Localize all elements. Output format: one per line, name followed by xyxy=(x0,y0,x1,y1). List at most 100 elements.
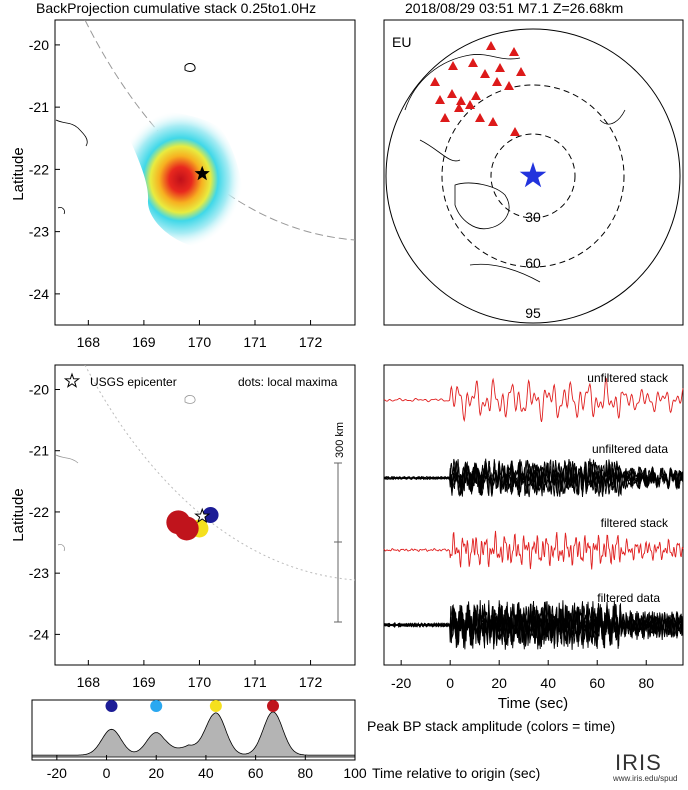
globe-outline xyxy=(385,28,681,324)
peak-xtick-label-3: 40 xyxy=(198,765,214,781)
traces-ticks: -20 0 20 40 60 80 xyxy=(391,660,654,691)
station-marker xyxy=(468,58,478,67)
trace-label-filtered-stack: filtered stack xyxy=(601,516,669,530)
iris-logo: IRIS www.iris.edu/spud xyxy=(612,750,677,783)
trace-lines xyxy=(383,377,684,650)
legend-star-icon xyxy=(63,372,81,388)
map-c-xtick-label-1: 169 xyxy=(132,674,156,690)
backprojection-map-panel: Latitude 168 169 170 171 172 -20 -21 -22 -23 -24 xyxy=(10,19,356,350)
local-maxima-dots xyxy=(166,507,219,541)
traces-xtick-label-2: 20 xyxy=(491,675,507,691)
peak-xtick-label-6: 100 xyxy=(343,765,367,781)
coastline-c xyxy=(55,395,196,552)
legend-dots: dots: local maxima xyxy=(238,375,338,389)
station-marker xyxy=(486,41,496,50)
epicenter-star-icon xyxy=(194,507,211,524)
map-a-ytick-label-3: -23 xyxy=(29,224,49,240)
map-a-ylabel: Latitude xyxy=(10,147,27,200)
station-marker xyxy=(504,81,514,90)
peak-amplitude-area xyxy=(31,711,356,758)
station-marker xyxy=(435,95,445,104)
continents xyxy=(404,54,626,283)
map-a-xtick-label-2: 170 xyxy=(188,334,212,350)
ring-label-60: 60 xyxy=(525,255,541,271)
station-marker xyxy=(456,96,466,105)
station-marker xyxy=(516,67,526,76)
map-c-ylabel: Latitude xyxy=(10,488,27,541)
right-title: 2018/08/29 03:51 M7.1 Z=26.68km xyxy=(405,0,623,16)
map-c-xtick-label-4: 172 xyxy=(299,674,323,690)
map-c-ytick-label-2: -22 xyxy=(29,504,49,520)
peak-xtick-label-4: 60 xyxy=(248,765,264,781)
logo-text: IRIS xyxy=(615,750,662,775)
ring-label-95: 95 xyxy=(525,305,541,321)
map-a-ytick-label-1: -21 xyxy=(29,99,49,115)
event-star-icon xyxy=(519,162,547,188)
peak-xtick-label-1: 0 xyxy=(103,765,111,781)
logo-url: www.iris.edu/spud xyxy=(612,774,677,783)
waveform-line xyxy=(383,530,684,570)
traces-xtick-label-5: 80 xyxy=(638,675,654,691)
traces-xtick-label-3: 40 xyxy=(540,675,556,691)
station-marker xyxy=(471,91,481,100)
map-a-xtick-label-0: 168 xyxy=(77,334,101,350)
map-c-ytick-label-1: -21 xyxy=(29,443,49,459)
local-maxima-panel: USGS epicenter dots: local maxima 300 km… xyxy=(10,364,356,690)
map-a-ytick-label-2: -22 xyxy=(29,161,49,177)
station-marker xyxy=(454,103,464,112)
peak-dot xyxy=(105,700,118,712)
peak-dot xyxy=(267,700,280,712)
map-c-ytick-label-0: -20 xyxy=(29,381,49,397)
map-a-xtick-label-3: 171 xyxy=(243,334,267,350)
map-a-epicenter-layer xyxy=(194,165,210,181)
ring-label-30: 30 xyxy=(525,209,541,225)
map-a-xtick-label-4: 172 xyxy=(299,334,323,350)
station-marker xyxy=(430,77,440,86)
legend-epicenter: USGS epicenter xyxy=(90,375,177,389)
station-map-panel: EU 30 60 95 xyxy=(383,19,684,326)
island-a1 xyxy=(184,63,196,72)
map-c-ticks: 168 169 170 171 172 -20 -21 -22 -23 -24 xyxy=(29,381,323,690)
station-marker xyxy=(448,61,458,70)
station-marker xyxy=(510,127,520,136)
peak-ticks: -20 0 20 40 60 80 100 xyxy=(47,755,367,781)
station-marker xyxy=(495,63,505,72)
traces-panel: unfiltered stack unfiltered data filtere… xyxy=(383,364,684,712)
left-title: BackProjection cumulative stack 0.25to1.… xyxy=(36,0,316,16)
station-markers xyxy=(430,41,526,136)
station-marker xyxy=(509,47,519,56)
trace-label-filtered-data: filtered data xyxy=(597,591,660,605)
peak-dot xyxy=(209,700,222,712)
map-c-xtick-label-3: 171 xyxy=(243,674,267,690)
local-maximum-dot xyxy=(202,507,219,523)
station-marker xyxy=(492,77,502,86)
trace-label-unfiltered-stack: unfiltered stack xyxy=(587,371,669,385)
waveform-line xyxy=(383,377,684,423)
scale-label: 300 km xyxy=(334,422,346,458)
map-a-xtick-label-1: 169 xyxy=(132,334,156,350)
plate-boundary-c xyxy=(84,365,355,581)
peak-time-dots xyxy=(105,700,280,712)
trace-label-unfiltered-data: unfiltered data xyxy=(592,442,668,456)
map-c-xtick-label-2: 170 xyxy=(188,674,212,690)
map-c-ytick-label-4: -24 xyxy=(29,626,49,642)
traces-xlabel: Time (sec) xyxy=(498,695,568,712)
station-marker xyxy=(440,113,450,122)
traces-xtick-label-4: 60 xyxy=(589,675,605,691)
ring-60 xyxy=(441,84,625,268)
map-a-ticks: 168 169 170 171 172 -20 -21 -22 -23 -24 xyxy=(29,37,323,350)
local-maximum-dot xyxy=(174,516,199,541)
map-c-ytick-label-3: -23 xyxy=(29,565,49,581)
station-marker xyxy=(480,69,490,78)
bp-energy-heatmap xyxy=(118,110,244,249)
station-marker xyxy=(475,113,485,122)
ring-30 xyxy=(490,133,576,219)
peak-xlabel: Time relative to origin (sec) xyxy=(372,765,540,781)
traces-xtick-label-0: -20 xyxy=(391,675,411,691)
coastline-a xyxy=(55,119,88,215)
region-label: EU xyxy=(392,34,411,50)
traces-xtick-label-1: 0 xyxy=(446,675,454,691)
station-marker xyxy=(447,89,457,98)
station-marker xyxy=(488,117,498,126)
peak-xtick-label-2: 20 xyxy=(148,765,164,781)
